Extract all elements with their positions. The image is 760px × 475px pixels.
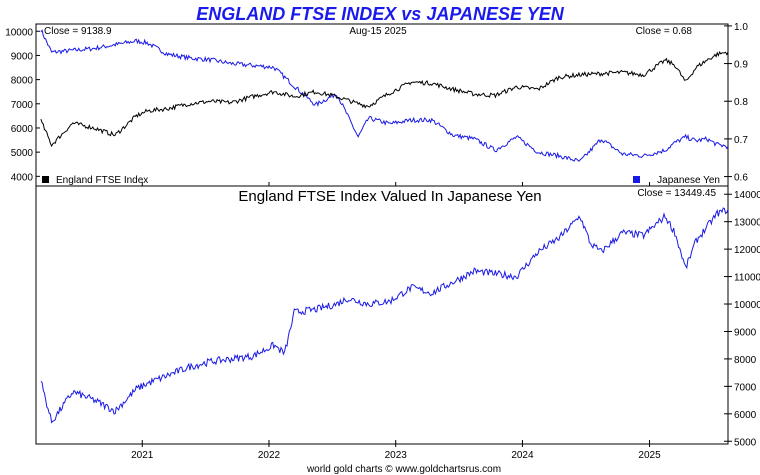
left-tick-label: 8000 xyxy=(11,76,34,87)
bottom-tick-label: 10000 xyxy=(734,300,760,311)
right-tick-label: 0.7 xyxy=(734,135,748,146)
bottom-tick-label: 12000 xyxy=(734,245,760,256)
left-tick-label: 5000 xyxy=(11,148,34,159)
date-label: Aug-15 2025 xyxy=(349,26,407,37)
top-left-axis: 10000 9000 8000 7000 6000 5000 4000 xyxy=(5,27,40,183)
x-tick-label: 2024 xyxy=(511,450,534,461)
bottom-series-line xyxy=(40,207,729,424)
right-tick-label: 0.6 xyxy=(734,173,748,184)
right-tick-label: 0.8 xyxy=(734,97,748,108)
bottom-right-axis: 14000 13000 12000 11000 10000 9000 8000 7000 600… xyxy=(724,190,760,448)
ftse-line xyxy=(40,50,729,148)
left-tick-label: 7000 xyxy=(11,100,34,111)
bottom-panel-title: England FTSE Index Valued In Japanese Ye… xyxy=(238,188,541,205)
bottom-tick-label: 11000 xyxy=(734,273,760,284)
left-tick-label: 10000 xyxy=(5,27,33,38)
top-panel-frame xyxy=(35,23,729,187)
x-tick-label: 2022 xyxy=(258,450,281,461)
x-tick-label: 2023 xyxy=(385,450,408,461)
left-tick-label: 4000 xyxy=(11,172,34,183)
left-tick-label: 6000 xyxy=(11,124,34,135)
footer-credit: world gold charts © www.goldchartsrus.co… xyxy=(306,464,501,475)
right-tick-label: 0.9 xyxy=(734,60,748,71)
ftse-legend-swatch xyxy=(42,176,49,183)
x-axis: 2021 2022 2023 2024 2025 xyxy=(131,182,661,461)
bottom-tick-label: 6000 xyxy=(734,410,757,421)
right-tick-label: 1.0 xyxy=(734,22,748,33)
chart-title: ENGLAND FTSE INDEX vs JAPANESE YEN xyxy=(196,4,564,24)
left-tick-label: 9000 xyxy=(11,51,34,62)
yen-legend-label: Japanese Yen xyxy=(657,175,720,186)
yen-close-label: Close = 0.68 xyxy=(636,26,693,37)
bottom-close-label: Close = 13449.45 xyxy=(637,188,716,199)
bottom-tick-label: 7000 xyxy=(734,382,757,393)
yen-line xyxy=(40,29,729,162)
bottom-tick-label: 13000 xyxy=(734,218,760,229)
yen-legend-swatch xyxy=(633,176,640,183)
ftse-in-yen-line xyxy=(40,207,729,424)
ftse-close-label: Close = 9138.9 xyxy=(44,26,112,37)
bottom-tick-label: 9000 xyxy=(734,327,757,338)
bottom-tick-label: 5000 xyxy=(734,437,757,448)
top-series-lines xyxy=(40,29,729,162)
bottom-panel-frame xyxy=(35,185,729,445)
ftse-legend-label: England FTSE Index xyxy=(56,175,148,186)
bottom-tick-label: 8000 xyxy=(734,355,757,366)
bottom-tick-label: 14000 xyxy=(734,190,760,201)
x-tick-label: 2025 xyxy=(638,450,661,461)
top-right-axis: 1.0 0.9 0.8 0.7 0.6 xyxy=(724,22,748,184)
x-tick-label: 2021 xyxy=(131,450,154,461)
